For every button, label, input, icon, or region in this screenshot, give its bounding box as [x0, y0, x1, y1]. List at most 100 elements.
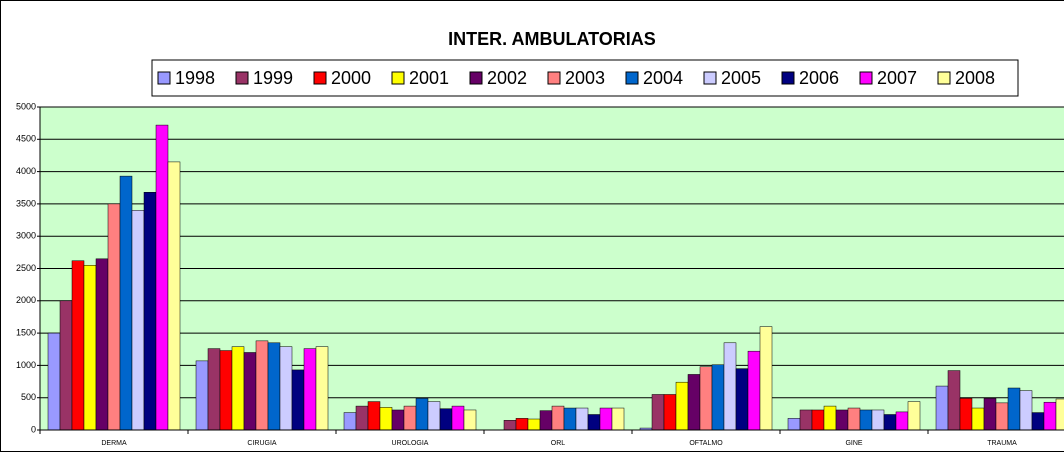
bar [735, 368, 749, 431]
bar [415, 398, 429, 431]
bar [291, 369, 305, 431]
y-tick-label: 4500 [16, 134, 36, 144]
legend-swatch [469, 71, 483, 85]
bar [1043, 401, 1057, 431]
bar [95, 258, 109, 431]
bar [587, 414, 601, 431]
bar [195, 360, 209, 431]
bar [895, 411, 909, 431]
bar [131, 210, 145, 431]
legend-label: 2006 [799, 68, 839, 88]
x-tick-label: ORL [551, 440, 566, 447]
bar [539, 410, 553, 431]
legend-label: 2008 [955, 68, 995, 88]
legend-swatch [157, 71, 171, 85]
legend-swatch [625, 71, 639, 85]
bar [219, 350, 233, 431]
legend-swatch [703, 71, 717, 85]
bar [759, 326, 773, 431]
bar [723, 342, 737, 431]
legend-label: 1999 [253, 68, 293, 88]
bar [119, 175, 133, 431]
y-tick-label: 500 [21, 392, 36, 402]
bar [959, 398, 973, 431]
x-tick-label: GINE [845, 440, 862, 447]
bar [907, 401, 921, 431]
y-tick-label: 3000 [16, 231, 36, 241]
bar [1055, 398, 1064, 431]
legend-swatch [937, 71, 951, 85]
bar [59, 300, 73, 431]
legend-label: 2002 [487, 68, 527, 88]
bar [231, 346, 245, 431]
bar [995, 402, 1009, 431]
legend-label: 2000 [331, 68, 371, 88]
y-tick-label: 1500 [16, 327, 36, 337]
bar [811, 409, 825, 431]
bar [835, 409, 849, 431]
x-tick-label: OFTALMO [689, 440, 723, 447]
bar [1019, 390, 1033, 431]
legend-label: 2004 [643, 68, 683, 88]
bar [451, 405, 465, 431]
bar [267, 342, 281, 431]
bar [143, 192, 157, 431]
bar [859, 409, 873, 431]
x-tick-label: TRAUMA [987, 440, 1017, 447]
bar [83, 265, 97, 431]
bar [551, 405, 565, 431]
bar [427, 401, 441, 431]
bar [1031, 412, 1045, 431]
bar [847, 407, 861, 431]
x-tick-label: CIRUGIA [247, 440, 277, 447]
x-tick-label: UROLOGIA [392, 440, 429, 447]
legend-label: 2003 [565, 68, 605, 88]
legend-label: 2005 [721, 68, 761, 88]
bar [651, 394, 665, 431]
y-tick-label: 2500 [16, 263, 36, 273]
bar [883, 414, 897, 431]
bar [971, 407, 985, 431]
bar [343, 412, 357, 431]
legend-swatch [781, 71, 795, 85]
bar [255, 340, 269, 431]
legend-label: 1998 [175, 68, 215, 88]
bar [563, 407, 577, 431]
bar [243, 352, 257, 431]
bar [155, 124, 169, 431]
bar [711, 364, 725, 431]
legend-box [151, 59, 1019, 97]
legend-swatch [235, 71, 249, 85]
bar [439, 408, 453, 431]
bar [527, 418, 541, 431]
bar [747, 350, 761, 431]
bar [391, 409, 405, 431]
legend-label: 2001 [409, 68, 449, 88]
bar [463, 409, 477, 431]
bar [503, 420, 517, 431]
bar [1007, 387, 1021, 431]
legend-swatch [547, 71, 561, 85]
y-tick-label: 1000 [16, 360, 36, 370]
bar [663, 394, 677, 431]
y-tick-label: 4000 [16, 166, 36, 176]
legend-swatch [391, 71, 405, 85]
bar [687, 374, 701, 431]
bar [303, 348, 317, 431]
bar [675, 381, 689, 431]
bar [355, 405, 369, 431]
y-tick-label: 3500 [16, 198, 36, 208]
bar [107, 203, 121, 431]
chart-title: INTER. AMBULATORIAS [448, 29, 656, 49]
x-tick-label: DERMA [101, 440, 127, 447]
bar [611, 407, 625, 431]
y-tick-label: 2000 [16, 295, 36, 305]
bar [799, 409, 813, 431]
y-tick-label: 5000 [16, 101, 36, 111]
bar [599, 407, 613, 431]
legend-swatch [859, 71, 873, 85]
y-tick-label: 0 [31, 424, 36, 434]
bar [823, 405, 837, 431]
bar [315, 346, 329, 431]
